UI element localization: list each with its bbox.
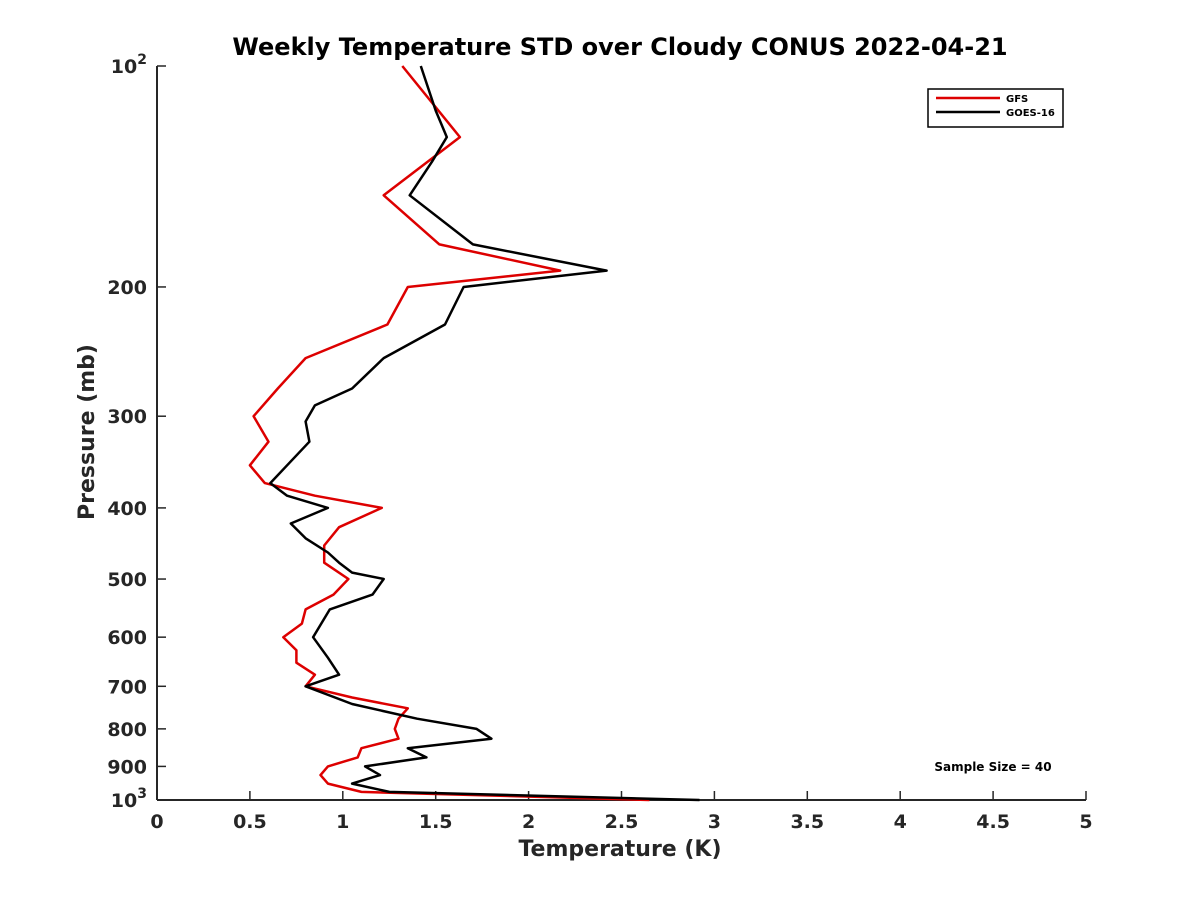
x-axis-title: Temperature (K) bbox=[518, 837, 721, 862]
x-tick-label: 2 bbox=[522, 811, 535, 833]
x-tick-label: 1.5 bbox=[419, 811, 453, 833]
y-tick-label: 500 bbox=[107, 569, 147, 591]
y-tick-label: 200 bbox=[107, 277, 147, 299]
legend-box bbox=[927, 88, 1064, 128]
series-line-gfs bbox=[248, 65, 650, 802]
x-tick-label: 1 bbox=[336, 811, 349, 833]
y-tick-label: 900 bbox=[107, 756, 147, 778]
y-tick-label: 103 bbox=[111, 786, 147, 812]
legend: GFS GOES-16 bbox=[927, 88, 1064, 128]
y-tick-label: 600 bbox=[107, 627, 147, 649]
chart-title: Weekly Temperature STD over Cloudy CONUS… bbox=[232, 33, 1007, 61]
x-tick-label: 0.5 bbox=[233, 811, 267, 833]
x-tick-label: 4 bbox=[894, 811, 907, 833]
series-line-goes-16 bbox=[269, 65, 700, 802]
y-tick-label: 300 bbox=[107, 406, 147, 428]
y-tick-label: 102 bbox=[111, 52, 147, 78]
y-tick-label: 800 bbox=[107, 719, 147, 741]
x-tick-label: 2.5 bbox=[605, 811, 639, 833]
y-axis-title: Pressure (mb) bbox=[75, 344, 100, 520]
legend-label-gfs: GFS bbox=[1006, 94, 1028, 105]
y-tick-label: 700 bbox=[107, 676, 147, 698]
sample-size-annotation: Sample Size = 40 bbox=[934, 760, 1051, 774]
x-tick-label: 3.5 bbox=[790, 811, 824, 833]
series-layer bbox=[248, 65, 700, 802]
x-tick-label: 5 bbox=[1079, 811, 1092, 833]
y-tick-label: 400 bbox=[107, 498, 147, 520]
legend-label-goes-16: GOES-16 bbox=[1006, 108, 1055, 119]
x-tick-label: 0 bbox=[150, 811, 163, 833]
x-tick-label: 4.5 bbox=[976, 811, 1010, 833]
x-tick-label: 3 bbox=[708, 811, 721, 833]
